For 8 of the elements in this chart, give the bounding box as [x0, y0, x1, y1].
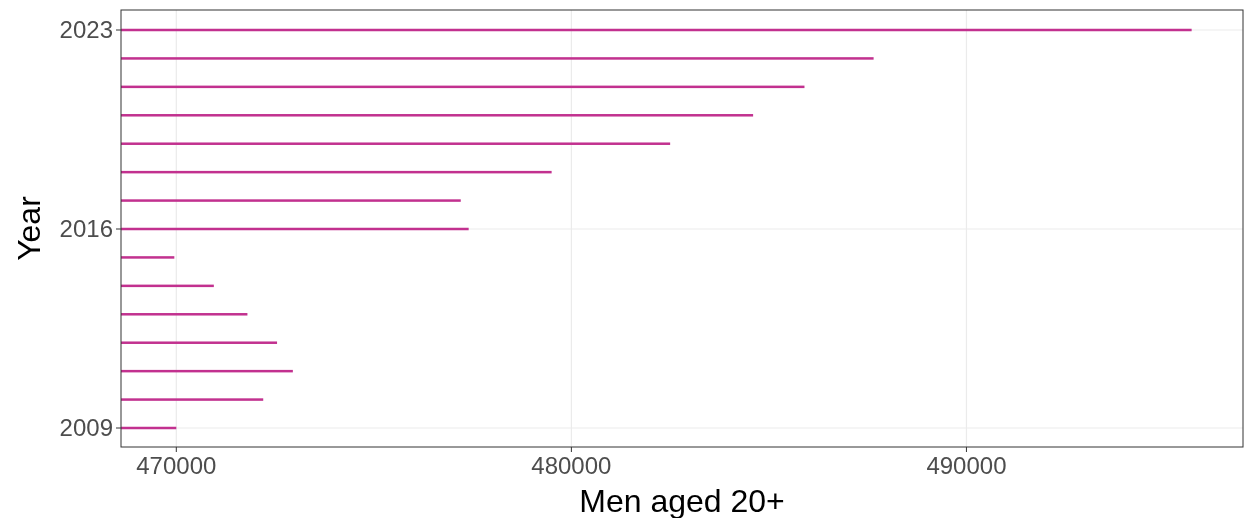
x-tick-label: 490000: [926, 452, 1007, 479]
y-tick-label: 2016: [59, 215, 113, 242]
x-tick-label: 480000: [531, 452, 612, 479]
y-tick-label: 2023: [59, 16, 113, 43]
y-axis-title: Year: [11, 195, 47, 261]
y-tick-label: 2009: [59, 414, 113, 441]
x-axis-title: Men aged 20+: [579, 483, 785, 518]
x-tick-label: 470000: [136, 452, 217, 479]
